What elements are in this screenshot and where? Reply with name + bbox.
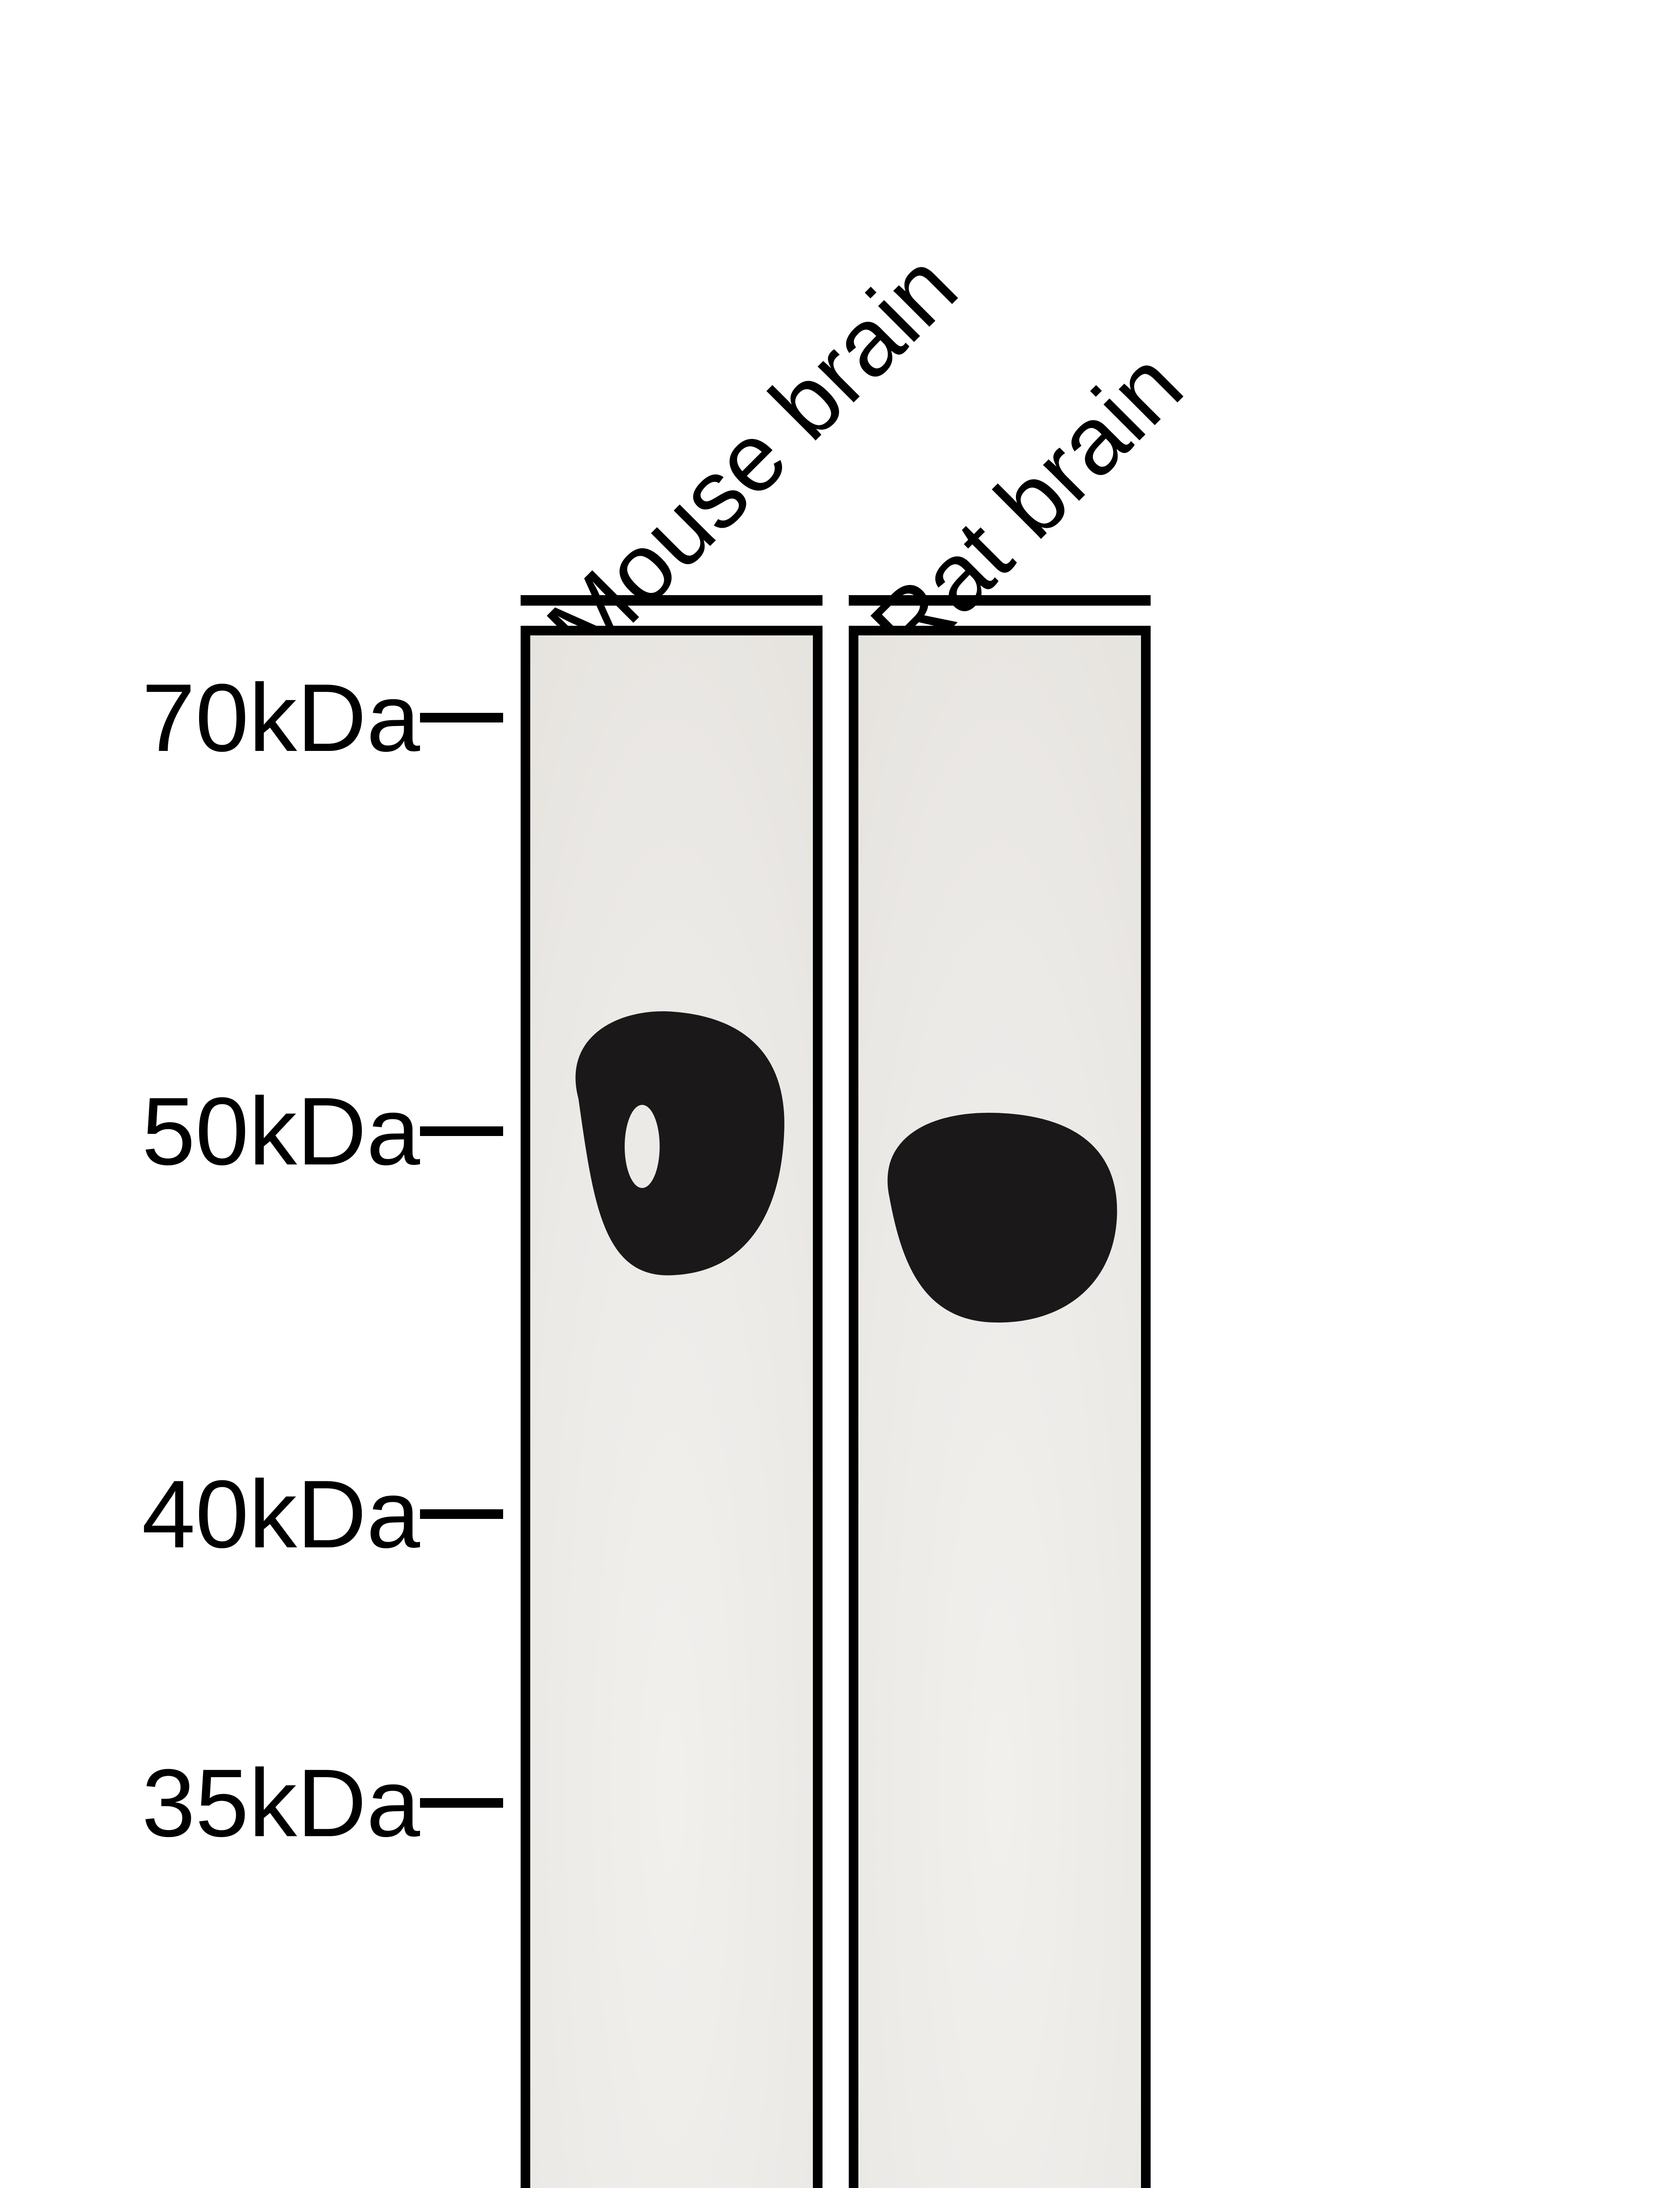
mw-marker-0: 70kDa — [0, 670, 503, 766]
protein-band-2 — [871, 1097, 1128, 1333]
mw-marker-label: 35kDa — [0, 1748, 420, 1858]
mw-marker-3: 35kDa — [0, 1755, 503, 1851]
lane-underline-0 — [521, 595, 822, 606]
lane-background — [858, 635, 1141, 2188]
gel-lane-1 — [849, 626, 1151, 2188]
mw-marker-tick — [420, 713, 503, 722]
mw-marker-tick — [420, 1509, 503, 1519]
mw-marker-label: 70kDa — [0, 663, 420, 773]
mw-marker-2: 40kDa — [0, 1466, 503, 1562]
gel-lane-0 — [521, 626, 822, 2188]
western-blot-figure: Mouse brainRat brain 70kDa50kDa40kDa35kD… — [0, 0, 1680, 2188]
gel-lanes — [521, 626, 1151, 2188]
protein-band-0 — [549, 1001, 794, 1281]
mw-marker-tick — [420, 1126, 503, 1136]
mw-marker-label: 50kDa — [0, 1076, 420, 1187]
lane-background — [530, 635, 813, 2188]
mw-marker-label: 40kDa — [0, 1459, 420, 1570]
mw-marker-1: 50kDa — [0, 1083, 503, 1179]
lane-underline-1 — [849, 595, 1151, 606]
mw-marker-tick — [420, 1798, 503, 1808]
